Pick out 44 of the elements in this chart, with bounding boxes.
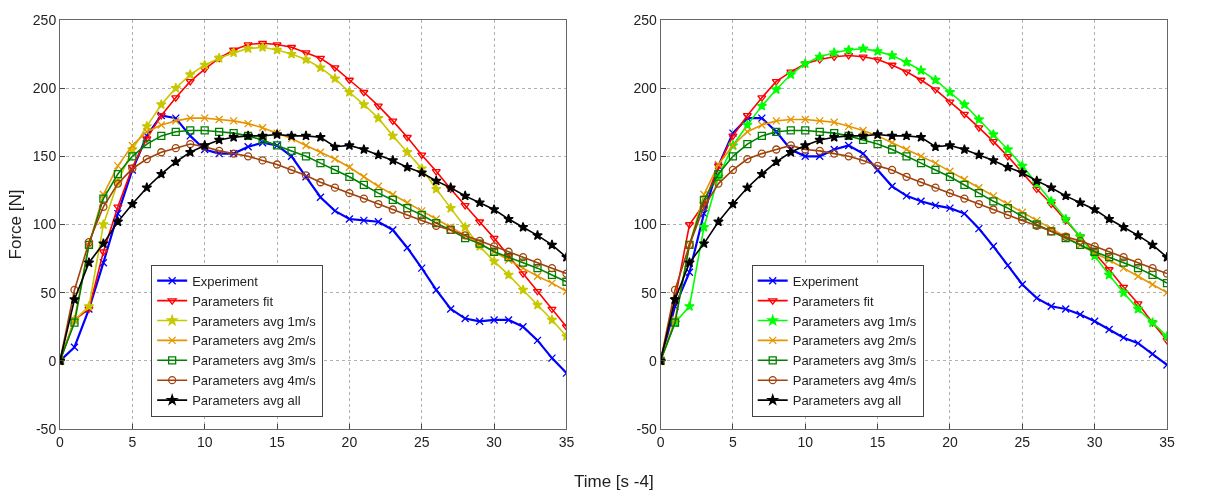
legend-label: Parameters avg all bbox=[792, 393, 902, 409]
x-tick-label: 15 bbox=[869, 433, 886, 450]
x-tick-label: 35 bbox=[1159, 433, 1175, 450]
y-tick-label: -50 bbox=[35, 420, 57, 437]
legend-label: Parameters avg 2m/s bbox=[192, 333, 317, 349]
legend-label: Parameters avg 4m/s bbox=[192, 373, 317, 389]
legend-label: Parameters avg 1m/s bbox=[192, 313, 317, 329]
x-tick-label: 30 bbox=[1086, 433, 1103, 450]
legend-label: Parameters avg all bbox=[192, 393, 301, 409]
x-tick-label: 25 bbox=[413, 433, 430, 450]
y-tick-label: 200 bbox=[633, 80, 657, 97]
y-tick-label: 250 bbox=[32, 11, 57, 28]
legend-label: Experiment bbox=[792, 273, 859, 289]
legend-label: Parameters avg 3m/s bbox=[192, 353, 317, 369]
y-tick-label: 250 bbox=[633, 11, 657, 28]
y-tick-label: 150 bbox=[32, 148, 57, 165]
x-tick-label: 20 bbox=[942, 433, 958, 450]
x-tick-label: 25 bbox=[1014, 433, 1031, 450]
x-tick-label: 30 bbox=[486, 433, 503, 450]
x-tick-label: 15 bbox=[269, 433, 286, 450]
x-tick-label: 5 bbox=[729, 433, 737, 450]
legend-label: Parameters fit bbox=[792, 293, 875, 309]
x-tick-label: 5 bbox=[128, 433, 137, 450]
y-tick-label: 0 bbox=[648, 352, 657, 369]
legend-label: Parameters avg 4m/s bbox=[792, 373, 917, 389]
x-axis-title: Time [s -4] bbox=[574, 472, 654, 491]
y-tick-label: 100 bbox=[633, 216, 657, 233]
y-tick-label: -50 bbox=[636, 420, 657, 437]
y-axis-title: Force [N] bbox=[6, 189, 26, 260]
legend-label: Experiment bbox=[192, 273, 259, 289]
x-tick-label: 35 bbox=[558, 433, 575, 450]
y-tick-label: 50 bbox=[641, 284, 657, 301]
legend-label: Parameters fit bbox=[192, 293, 274, 309]
y-tick-label: 0 bbox=[48, 352, 57, 369]
x-tick-label: 20 bbox=[341, 433, 358, 450]
y-tick-label: 200 bbox=[32, 80, 57, 97]
legend-label: Parameters avg 1m/s bbox=[792, 313, 917, 329]
y-tick-label: 100 bbox=[32, 216, 57, 233]
y-tick-label: 50 bbox=[40, 284, 57, 301]
x-tick-label: 10 bbox=[797, 433, 814, 450]
legend-label: Parameters avg 2m/s bbox=[792, 333, 917, 349]
y-tick-label: 150 bbox=[633, 148, 657, 165]
legend-label: Parameters avg 3m/s bbox=[792, 353, 917, 369]
x-tick-label: 10 bbox=[196, 433, 213, 450]
